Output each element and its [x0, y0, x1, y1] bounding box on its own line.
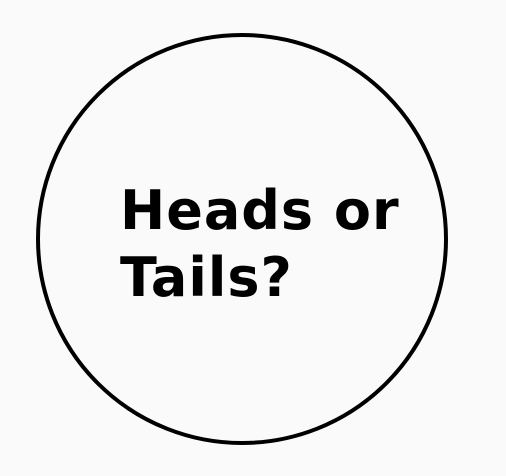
coin-prompt: Heads or Tails?	[120, 177, 420, 311]
coin-prompt-line-2: Tails?	[120, 246, 293, 309]
coin-circle	[36, 33, 448, 445]
coin-prompt-line-1: Heads or	[120, 179, 400, 242]
